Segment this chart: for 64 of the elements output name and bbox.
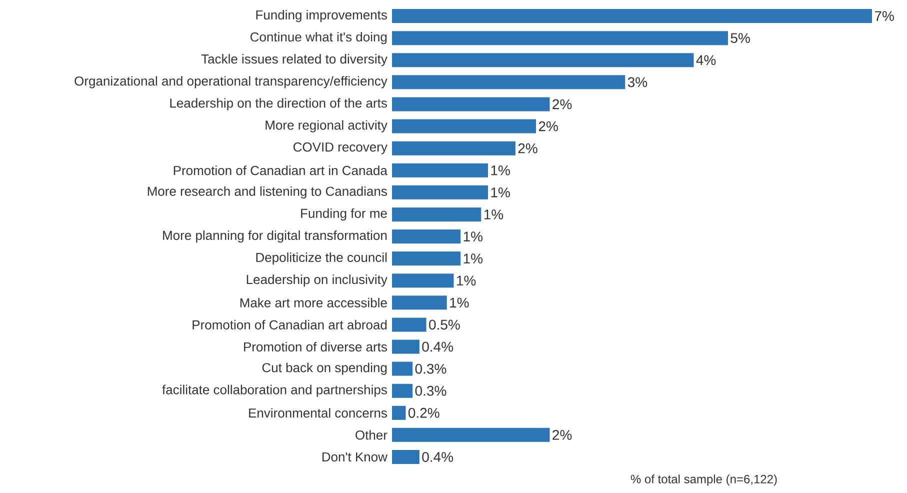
data-label: 0.3% xyxy=(415,364,446,374)
bar xyxy=(392,428,550,442)
data-label: 1% xyxy=(464,232,483,242)
data-label: 0.4% xyxy=(422,452,454,462)
bar xyxy=(392,185,488,200)
data-label: 1% xyxy=(484,210,504,220)
data-label: 1% xyxy=(456,276,476,286)
y-tick-label: facilitate collaboration and partnerships xyxy=(162,384,387,397)
bar xyxy=(392,296,447,310)
bar xyxy=(392,252,461,266)
data-label: 1% xyxy=(491,165,510,176)
data-label: 2% xyxy=(552,99,572,110)
y-tick-label: Make art more accessible xyxy=(240,298,387,308)
data-label: 2% xyxy=(552,430,572,440)
bar xyxy=(392,207,482,222)
data-label: 7% xyxy=(874,11,894,21)
bar xyxy=(392,362,413,376)
y-tick-label: Funding for me xyxy=(301,208,387,221)
data-label: 3% xyxy=(628,77,648,88)
y-tick-label: More planning for digital transformation xyxy=(163,230,387,243)
y-tick-label: Promotion of Canadian art in Canada xyxy=(174,166,388,176)
y-tick-label: Leadership on inclusivity xyxy=(246,274,388,287)
y-tick-label: Leadership on the direction of the arts xyxy=(170,98,387,110)
y-tick-label: Promotion of diverse arts xyxy=(244,342,387,352)
data-label: 0.3% xyxy=(415,386,446,396)
bar xyxy=(392,163,488,178)
bar xyxy=(392,450,420,464)
data-label: 2% xyxy=(518,143,538,154)
bar xyxy=(392,340,420,354)
y-tick-label: Tackle issues related to diversity xyxy=(201,54,388,66)
y-tick-label: Depoliticize the council xyxy=(256,252,387,265)
bar xyxy=(392,406,406,420)
bar xyxy=(392,53,694,68)
y-tick-label: COVID recovery xyxy=(293,142,388,154)
y-tick-label: Organizational and operational transparency/efficiency xyxy=(74,76,388,88)
data-label: 2% xyxy=(538,121,558,132)
bar xyxy=(392,274,454,288)
y-tick-label: Don't Know xyxy=(322,452,388,462)
bar xyxy=(392,318,426,332)
data-label: 0.2% xyxy=(408,408,440,418)
data-label: 0.4% xyxy=(422,342,454,352)
bar xyxy=(392,75,626,90)
y-tick-label: Environmental concerns xyxy=(249,408,387,418)
data-label: 4% xyxy=(696,55,716,66)
y-tick-label: Promotion of Canadian art abroad xyxy=(192,320,387,330)
data-label: 5% xyxy=(730,33,750,44)
bar xyxy=(392,384,413,398)
x-axis-title: % of total sample (n=6,122) xyxy=(630,474,777,486)
y-tick-label: More research and listening to Canadians xyxy=(148,186,387,198)
data-label: 1% xyxy=(491,188,510,198)
data-label: 1% xyxy=(464,254,483,264)
bar xyxy=(392,9,872,24)
y-tick-label: Funding improvements xyxy=(256,10,387,22)
bar xyxy=(392,119,536,134)
bar xyxy=(392,141,516,156)
y-tick-label: Other xyxy=(356,430,388,440)
bar xyxy=(392,97,550,112)
y-tick-label: More regional activity xyxy=(266,120,388,132)
y-tick-label: Cut back on spending xyxy=(262,362,387,375)
bar xyxy=(392,230,461,244)
bar xyxy=(392,31,728,46)
data-label: 0.5% xyxy=(429,320,460,330)
y-tick-label: Continue what it's doing xyxy=(250,32,387,44)
data-label: 1% xyxy=(450,298,469,308)
